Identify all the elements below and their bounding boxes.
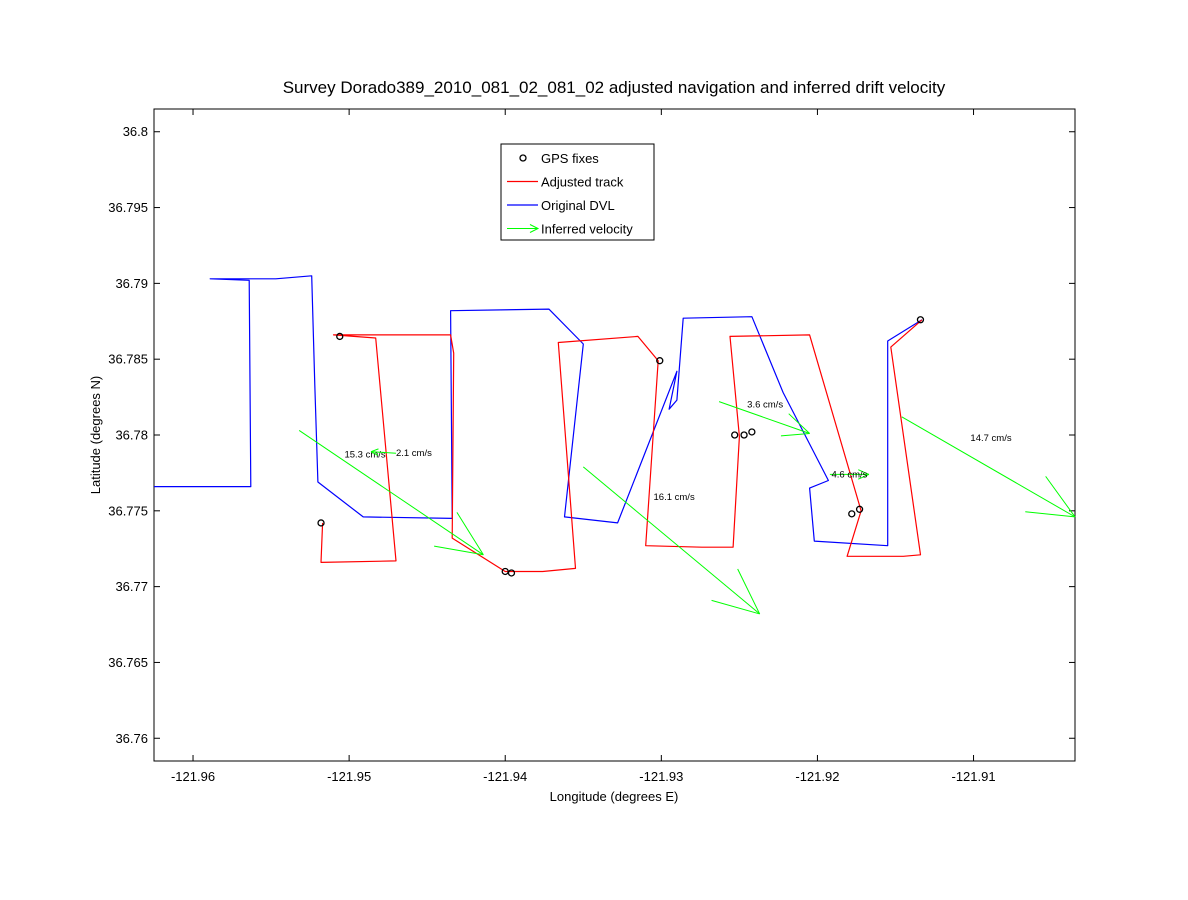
velocity-label: 4.6 cm/s [831, 469, 867, 480]
gps-fix-marker [855, 505, 864, 513]
y-axis: 36.76 36.765 36.77 36.775 36.78 36.785 36.79 36… [108, 124, 1075, 746]
velocity-vectors: 15.3 cm/s 2.1 cm/s 16.1 cm/s 3.6 cm/s 4.6 cm… [298, 400, 1076, 615]
velocity-arrow [718, 401, 810, 437]
y-tick-label: 36.765 [108, 655, 148, 670]
velocity-label: 2.1 cm/s [396, 448, 432, 459]
y-tick-label: 36.8 [123, 124, 148, 139]
legend-label: Original DVL [541, 198, 615, 213]
legend-item: Inferred velocity [507, 222, 633, 237]
y-tick-label: 36.77 [115, 579, 148, 594]
x-tick-label: -121.95 [327, 769, 371, 784]
gps-fix-marker [656, 357, 664, 365]
gps-fixes-layer [317, 316, 925, 577]
legend: GPS fixes Adjusted track Original DVL Infer… [500, 143, 655, 241]
velocity-arrow [829, 469, 870, 480]
legend-item: GPS fixes [519, 151, 599, 166]
adjusted-track-line [320, 319, 923, 573]
legend-item: Original DVL [507, 198, 615, 213]
velocity-arrow [370, 448, 396, 456]
x-tick-label: -121.94 [483, 769, 527, 784]
y-tick-label: 36.795 [108, 200, 148, 215]
velocity-label: 15.3 cm/s [344, 450, 385, 461]
gps-fix-marker [916, 316, 925, 324]
x-tick-label: -121.96 [171, 769, 215, 784]
gps-fix-marker [336, 332, 344, 341]
gps-fix-marker [848, 510, 856, 518]
velocity-label: 16.1 cm/s [654, 492, 695, 503]
series-layer [154, 275, 923, 573]
gps-fix-marker [317, 519, 325, 527]
velocity-arrow [901, 416, 1076, 518]
y-tick-label: 36.78 [115, 428, 148, 443]
gps-fix-marker [740, 431, 748, 439]
legend-label: GPS fixes [541, 151, 599, 166]
y-tick-label: 36.785 [108, 352, 148, 367]
legend-marker [519, 154, 527, 162]
legend-label: Adjusted track [541, 175, 624, 190]
original-dvl-line [154, 275, 923, 547]
x-tick-label: -121.92 [795, 769, 839, 784]
velocity-arrow [582, 466, 761, 615]
velocity-label: 3.6 cm/s [747, 400, 783, 411]
legend-label: Inferred velocity [541, 222, 633, 237]
legend-box [500, 143, 655, 241]
velocity-arrow [298, 430, 484, 556]
legend-item: Adjusted track [507, 175, 624, 190]
x-axis: -121.96 -121.95 -121.94 -121.93 -121.92 -121.… [171, 109, 996, 784]
y-tick-label: 36.76 [115, 731, 148, 746]
x-axis-label: Longitude (degrees E) [550, 789, 679, 804]
velocity-label: 14.7 cm/s [970, 433, 1011, 444]
x-tick-label: -121.93 [639, 769, 683, 784]
y-tick-label: 36.775 [108, 503, 148, 518]
gps-fix-marker [748, 428, 756, 436]
gps-fix-marker [731, 431, 739, 439]
chart-title: Survey Dorado389_2010_081_02_081_02 adju… [283, 78, 946, 97]
y-axis-label: Latitude (degrees N) [88, 376, 103, 495]
y-tick-label: 36.79 [115, 276, 148, 291]
gps-fix-marker [507, 569, 516, 577]
x-tick-label: -121.91 [951, 769, 995, 784]
